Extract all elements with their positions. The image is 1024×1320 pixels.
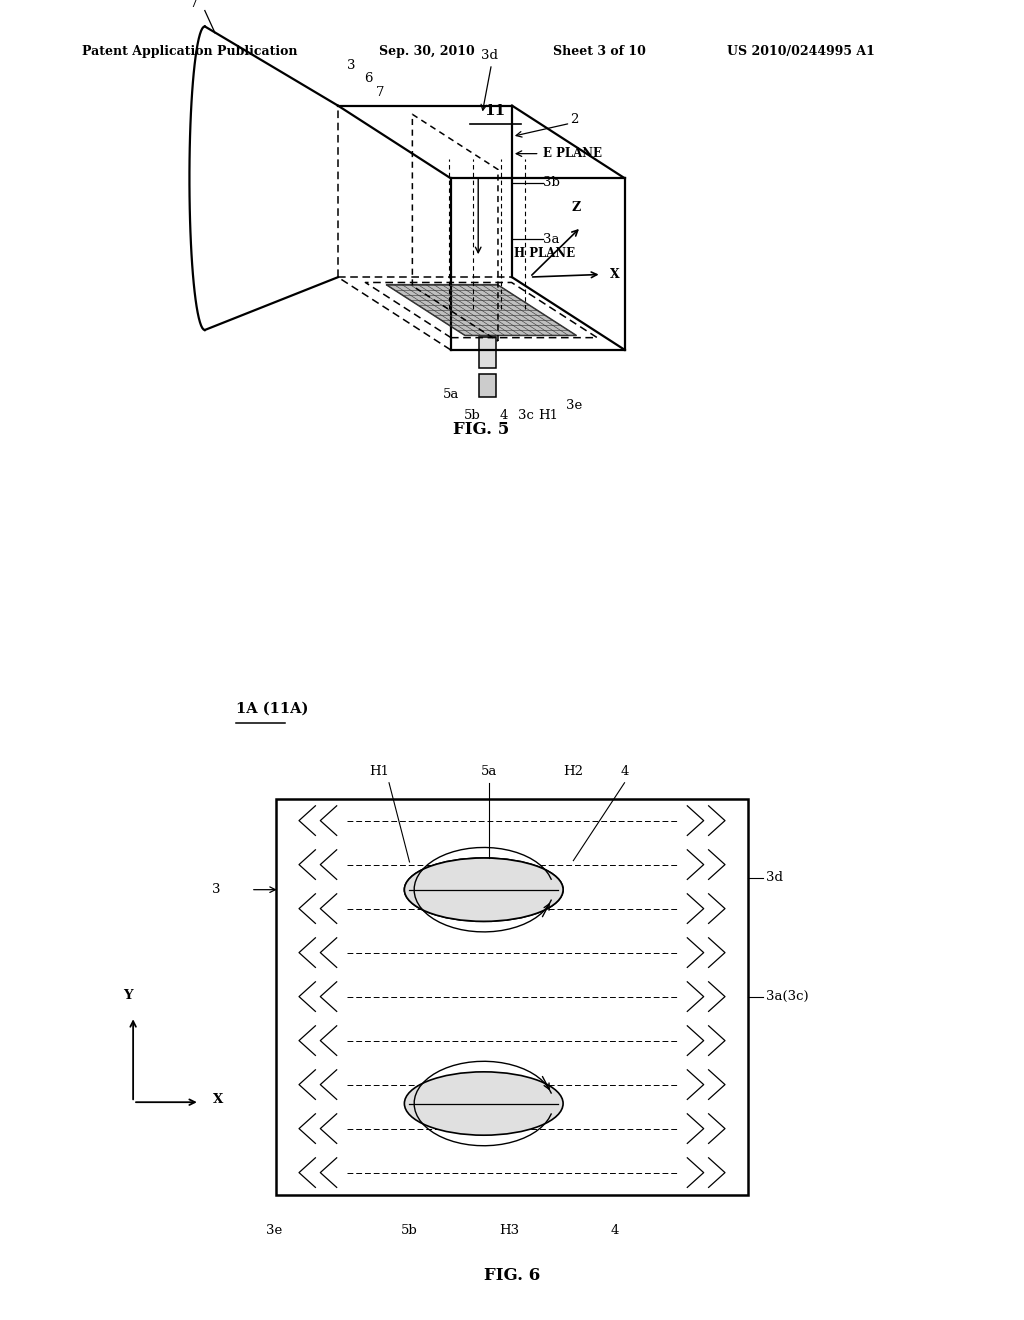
Text: 3e: 3e xyxy=(266,1224,283,1237)
Text: 3a(3c): 3a(3c) xyxy=(766,990,809,1003)
Text: 4: 4 xyxy=(500,409,508,422)
Text: FIG. 5: FIG. 5 xyxy=(454,421,509,438)
Text: X: X xyxy=(609,268,620,281)
Text: H1: H1 xyxy=(369,764,389,777)
Text: 3: 3 xyxy=(346,58,355,71)
Ellipse shape xyxy=(404,1072,563,1135)
Text: E PLANE: E PLANE xyxy=(543,147,602,160)
Text: 3b: 3b xyxy=(543,177,559,189)
Text: X: X xyxy=(213,1093,223,1106)
Text: Y: Y xyxy=(123,989,133,1002)
Bar xyxy=(276,799,748,1195)
Polygon shape xyxy=(479,375,497,397)
Text: 4: 4 xyxy=(621,764,629,777)
Text: FIG. 6: FIG. 6 xyxy=(484,1267,540,1284)
Text: H3: H3 xyxy=(500,1224,519,1237)
Text: 4: 4 xyxy=(610,1224,618,1237)
Text: Patent Application Publication: Patent Application Publication xyxy=(82,45,297,58)
Text: 7: 7 xyxy=(189,0,198,9)
Polygon shape xyxy=(479,337,497,367)
Text: H PLANE: H PLANE xyxy=(514,247,575,260)
Text: 5b: 5b xyxy=(401,1224,418,1237)
Text: US 2010/0244995 A1: US 2010/0244995 A1 xyxy=(727,45,874,58)
Text: 3e: 3e xyxy=(565,399,582,412)
Text: 3: 3 xyxy=(212,883,220,896)
Text: 1A (11A): 1A (11A) xyxy=(236,702,308,715)
Text: H1: H1 xyxy=(539,409,559,422)
Text: 3a: 3a xyxy=(543,232,559,246)
Text: 5b: 5b xyxy=(464,408,480,421)
Text: 5a: 5a xyxy=(480,764,497,777)
Text: 3d: 3d xyxy=(481,49,499,62)
Ellipse shape xyxy=(404,858,563,921)
Text: Sheet 3 of 10: Sheet 3 of 10 xyxy=(553,45,646,58)
Text: Z: Z xyxy=(571,201,581,214)
Text: 5a: 5a xyxy=(443,388,460,401)
Text: 3d: 3d xyxy=(766,871,783,884)
Polygon shape xyxy=(386,285,577,335)
Text: 11: 11 xyxy=(484,104,506,117)
Text: 3c: 3c xyxy=(518,409,534,422)
Text: H2: H2 xyxy=(563,764,584,777)
Text: 6: 6 xyxy=(365,73,373,84)
Text: 2: 2 xyxy=(570,114,579,127)
Text: Sep. 30, 2010: Sep. 30, 2010 xyxy=(379,45,475,58)
Text: 7: 7 xyxy=(376,86,385,99)
